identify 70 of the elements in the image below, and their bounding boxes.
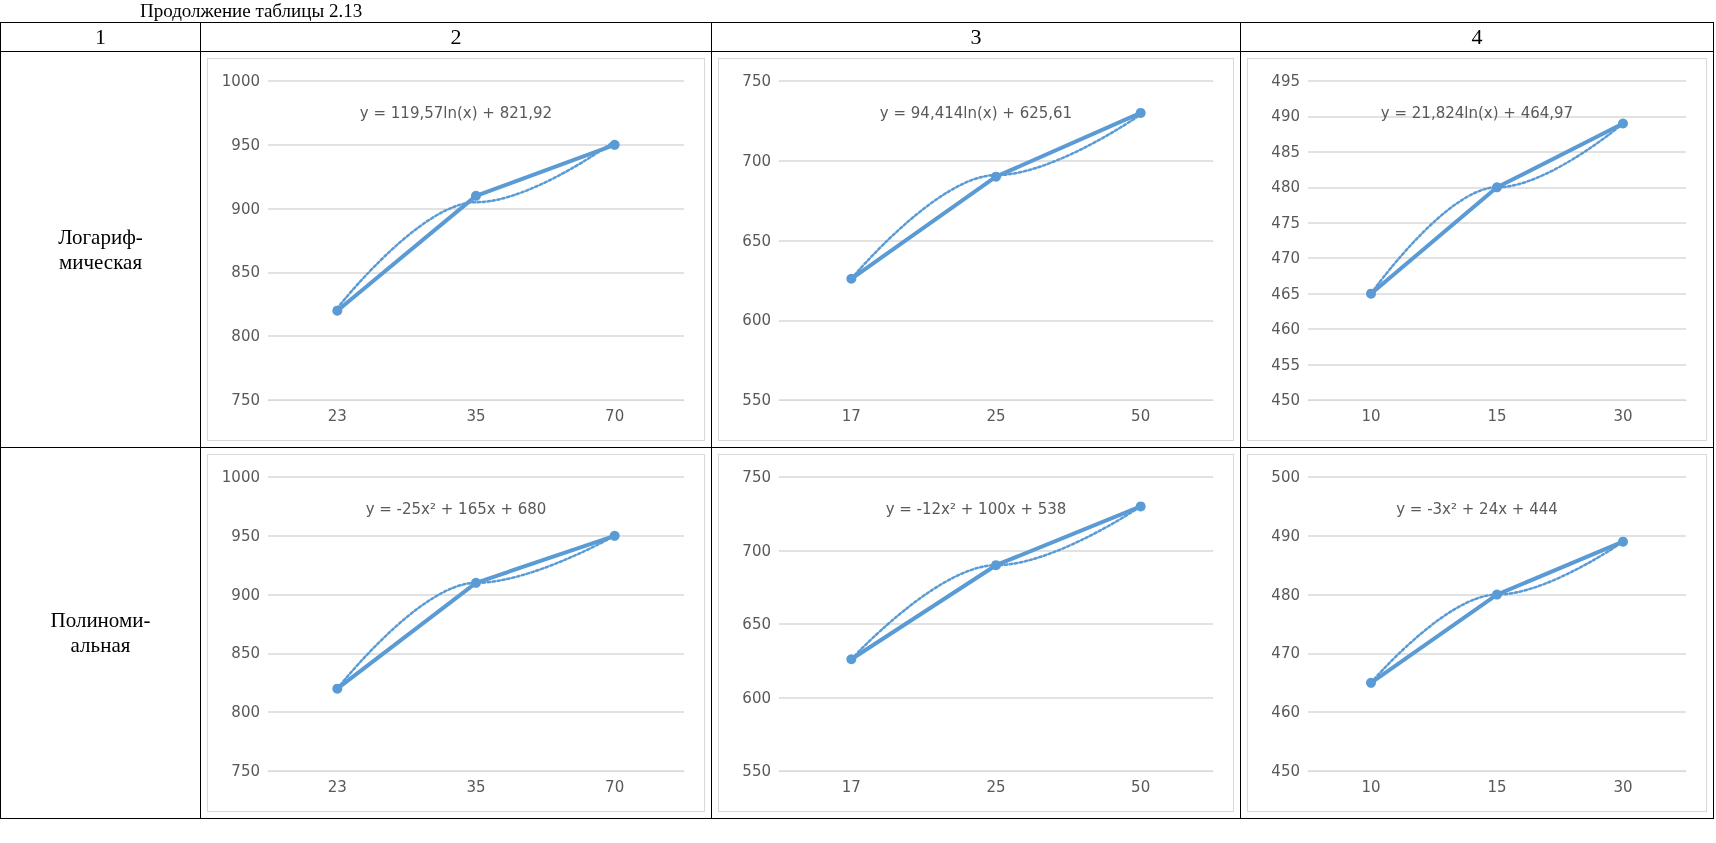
y-tick-label: 800 — [231, 327, 260, 346]
x-tick-label: 15 — [1487, 777, 1507, 796]
y-tick-label: 470 — [1271, 249, 1300, 268]
y-tick-label: 950 — [231, 526, 260, 545]
x-tick-label: 10 — [1361, 406, 1381, 425]
y-tick-label: 485 — [1271, 142, 1300, 161]
text: 2 — [200, 22, 712, 52]
y-tick-label: 850 — [231, 263, 260, 282]
annotation: y = 119,57ln(x) + 821,92 — [359, 103, 553, 122]
x-tick-label: 25 — [986, 777, 1006, 796]
x-tick-label: 50 — [1131, 777, 1151, 796]
y-tick-label: 750 — [742, 468, 771, 486]
annotation: y = 21,824ln(x) + 464,97 — [1380, 103, 1574, 122]
x-tick-label: 50 — [1131, 406, 1151, 425]
y-tick-label: 450 — [1271, 391, 1300, 409]
y-tick-label: 600 — [742, 311, 771, 330]
point — [471, 190, 481, 201]
y-tick-label: 1000 — [221, 72, 260, 90]
x-tick-label: 15 — [1487, 406, 1507, 425]
text: Продолжение таблицы 2.13 — [139, 0, 364, 22]
x-tick-label: 70 — [605, 406, 625, 425]
y-tick-label: 900 — [231, 199, 260, 218]
y-tick-label: 1000 — [221, 468, 260, 486]
x-tick-label: 17 — [841, 406, 861, 425]
y-tick-label: 700 — [742, 541, 771, 560]
y-tick-label: 650 — [742, 231, 771, 250]
x-tick-label: 10 — [1361, 777, 1381, 796]
annotation: y = -12x² + 100x + 538 — [885, 499, 1067, 518]
y-tick-label: 450 — [1271, 762, 1300, 780]
y-tick-label: 465 — [1271, 284, 1300, 303]
annotation: y = 94,414ln(x) + 625,61 — [879, 103, 1073, 122]
y-tick-label: 470 — [1271, 644, 1300, 663]
y-tick-label: 460 — [1271, 703, 1300, 722]
y-tick-label: 800 — [231, 703, 260, 722]
y-tick-label: 850 — [231, 644, 260, 663]
y-tick-label: 700 — [742, 151, 771, 170]
x-tick-label: 70 — [605, 777, 625, 796]
y-tick-label: 600 — [742, 688, 771, 707]
text: 4 — [1240, 22, 1714, 52]
y-tick-label: 550 — [742, 391, 771, 409]
y-tick-label: 480 — [1271, 178, 1300, 197]
x-tick-label: 30 — [1613, 777, 1633, 796]
y-tick-label: 490 — [1271, 107, 1300, 126]
annotation: y = -25x² + 165x + 680 — [365, 499, 547, 518]
x-tick-label: 35 — [466, 777, 486, 796]
text: Логариф- мическая — [0, 51, 201, 448]
y-tick-label: 650 — [742, 615, 771, 633]
y-tick-label: 950 — [231, 135, 260, 154]
y-tick-label: 900 — [231, 585, 260, 604]
y-tick-label: 750 — [231, 762, 260, 780]
x-tick-label: 35 — [466, 406, 486, 425]
y-tick-label: 500 — [1271, 468, 1300, 486]
y-tick-label: 475 — [1271, 213, 1300, 232]
y-tick-label: 490 — [1271, 526, 1300, 545]
y-tick-label: 460 — [1271, 320, 1300, 339]
text: 1 — [0, 22, 201, 52]
y-tick-label: 455 — [1271, 355, 1300, 374]
x-tick-label: 30 — [1613, 406, 1633, 425]
annotation: y = -3x² + 24x + 444 — [1396, 499, 1558, 518]
y-tick-label: 750 — [742, 72, 771, 90]
x-tick-label: 25 — [986, 406, 1006, 425]
y-tick-label: 550 — [742, 762, 771, 780]
x-tick-label: 23 — [327, 777, 347, 796]
text: 3 — [711, 22, 1241, 52]
y-tick-label: 495 — [1271, 72, 1300, 90]
y-tick-label: 480 — [1271, 585, 1300, 604]
text: Полиноми- альная — [0, 447, 201, 819]
y-tick-label: 750 — [231, 391, 260, 409]
x-tick-label: 17 — [841, 777, 861, 796]
x-tick-label: 23 — [327, 406, 347, 425]
